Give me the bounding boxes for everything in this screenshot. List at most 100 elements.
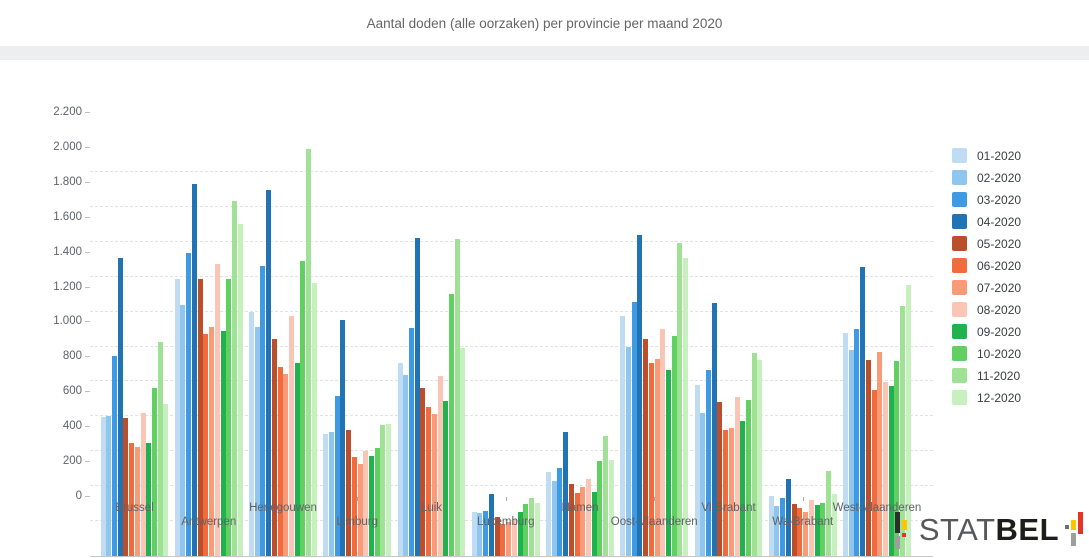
bar-11-2020-namen[interactable] [603,435,609,556]
bar-03-2020-henegouwen[interactable] [260,266,266,556]
bar-01-2020-west-vlaanderen[interactable] [843,332,848,556]
bar-01-2020-limburg[interactable] [323,433,329,556]
bar-03-2020-limburg[interactable] [334,396,340,556]
bar-05-2020-luik[interactable] [420,388,426,556]
bar-05-2020-henegouwen[interactable] [271,338,277,556]
bar-04-2020-oost-vlaanderen[interactable] [637,234,643,556]
bar-02-2020-antwerpen[interactable] [180,304,186,556]
bar-02-2020-namen[interactable] [551,480,557,556]
bar-04-2020-limburg[interactable] [340,319,346,556]
legend-item-04-2020[interactable]: 04-2020 [952,214,1021,229]
bar-11-2020-limburg[interactable] [380,425,386,556]
bar-11-2020-luik[interactable] [454,239,460,556]
bar-05-2020-west-vlaanderen[interactable] [865,359,871,556]
bar-04-2020-west-vlaanderen[interactable] [860,267,866,556]
bar-04-2020-wa-brabant[interactable] [785,479,791,556]
bar-01-2020-namen[interactable] [546,472,551,556]
bar-06-2020-wa-brabant[interactable] [797,508,803,556]
legend-item-08-2020[interactable]: 08-2020 [952,302,1021,317]
bar-07-2020-vl-brabant[interactable] [728,427,734,556]
bar-02-2020-brussel[interactable] [106,416,112,556]
bar-02-2020-vl-brabant[interactable] [700,412,706,556]
bar-09-2020-vl-brabant[interactable] [740,420,746,556]
bar-12-2020-henegouwen[interactable] [311,282,317,556]
bar-03-2020-namen[interactable] [557,467,563,556]
bar-01-2020-wa-brabant[interactable] [768,495,774,556]
bar-02-2020-limburg[interactable] [328,432,334,556]
bar-08-2020-vl-brabant[interactable] [734,397,740,556]
bar-08-2020-oost-vlaanderen[interactable] [660,329,666,556]
legend-item-03-2020[interactable]: 03-2020 [952,192,1021,207]
bar-05-2020-wa-brabant[interactable] [791,503,797,556]
bar-08-2020-antwerpen[interactable] [214,263,220,556]
bar-03-2020-antwerpen[interactable] [186,253,192,556]
bar-04-2020-luik[interactable] [414,238,420,556]
legend-item-06-2020[interactable]: 06-2020 [952,258,1021,273]
bar-10-2020-namen[interactable] [597,460,603,556]
legend-item-09-2020[interactable]: 09-2020 [952,324,1021,339]
bar-09-2020-wa-brabant[interactable] [814,504,820,556]
bar-05-2020-namen[interactable] [568,483,574,556]
bar-03-2020-brussel[interactable] [111,356,117,556]
bar-12-2020-west-vlaanderen[interactable] [905,284,911,556]
bar-05-2020-vl-brabant[interactable] [717,401,723,556]
bar-03-2020-luxemburg[interactable] [483,510,489,556]
bar-10-2020-luik[interactable] [448,294,454,556]
bar-11-2020-west-vlaanderen[interactable] [900,306,906,556]
bar-06-2020-limburg[interactable] [351,456,357,556]
bar-11-2020-henegouwen[interactable] [306,149,312,556]
bar-01-2020-luik[interactable] [397,363,403,556]
bar-07-2020-wa-brabant[interactable] [803,512,809,556]
bar-08-2020-west-vlaanderen[interactable] [883,381,889,556]
bar-07-2020-brussel[interactable] [134,446,140,556]
bar-08-2020-henegouwen[interactable] [289,316,295,556]
bar-09-2020-west-vlaanderen[interactable] [888,385,894,556]
bar-02-2020-luxemburg[interactable] [477,513,483,556]
bar-04-2020-luxemburg[interactable] [488,494,494,556]
bar-12-2020-luik[interactable] [460,348,466,556]
bar-04-2020-brussel[interactable] [117,258,123,556]
bar-06-2020-antwerpen[interactable] [203,333,209,556]
legend-item-05-2020[interactable]: 05-2020 [952,236,1021,251]
legend-item-10-2020[interactable]: 10-2020 [952,346,1021,361]
bar-05-2020-brussel[interactable] [123,418,129,556]
legend-item-07-2020[interactable]: 07-2020 [952,280,1021,295]
bar-12-2020-wa-brabant[interactable] [831,494,837,556]
bar-08-2020-brussel[interactable] [140,412,146,556]
bar-01-2020-vl-brabant[interactable] [694,384,700,556]
bar-08-2020-namen[interactable] [586,479,592,556]
bar-10-2020-vl-brabant[interactable] [745,399,751,556]
bar-04-2020-namen[interactable] [563,432,569,556]
bar-11-2020-antwerpen[interactable] [231,200,237,556]
bar-09-2020-henegouwen[interactable] [294,363,300,556]
bar-02-2020-oost-vlaanderen[interactable] [625,346,631,556]
bar-09-2020-antwerpen[interactable] [220,330,226,556]
bar-02-2020-luik[interactable] [403,375,409,556]
bar-01-2020-luxemburg[interactable] [471,512,477,556]
bar-07-2020-oost-vlaanderen[interactable] [654,358,660,556]
bar-01-2020-oost-vlaanderen[interactable] [620,316,626,556]
bar-11-2020-vl-brabant[interactable] [751,352,757,556]
bar-12-2020-oost-vlaanderen[interactable] [683,257,689,556]
bar-05-2020-luxemburg[interactable] [494,516,500,556]
bar-09-2020-namen[interactable] [591,492,597,556]
bar-02-2020-wa-brabant[interactable] [774,506,780,556]
bar-06-2020-luik[interactable] [426,406,432,556]
bar-11-2020-oost-vlaanderen[interactable] [677,242,683,556]
bar-12-2020-vl-brabant[interactable] [757,359,763,556]
bar-03-2020-west-vlaanderen[interactable] [854,329,860,556]
bar-09-2020-luik[interactable] [443,400,449,556]
bar-07-2020-limburg[interactable] [357,464,363,556]
bar-07-2020-luxemburg[interactable] [506,522,512,556]
bar-12-2020-antwerpen[interactable] [237,224,243,556]
legend-item-01-2020[interactable]: 01-2020 [952,148,1021,163]
bar-08-2020-luik[interactable] [437,376,443,556]
bar-03-2020-wa-brabant[interactable] [780,497,786,556]
bar-03-2020-luik[interactable] [408,328,414,556]
bar-08-2020-wa-brabant[interactable] [808,500,814,556]
bar-10-2020-wa-brabant[interactable] [820,502,826,556]
bar-10-2020-antwerpen[interactable] [226,279,232,556]
bar-06-2020-oost-vlaanderen[interactable] [648,363,654,556]
bar-04-2020-vl-brabant[interactable] [711,302,717,556]
bar-09-2020-oost-vlaanderen[interactable] [666,370,671,556]
